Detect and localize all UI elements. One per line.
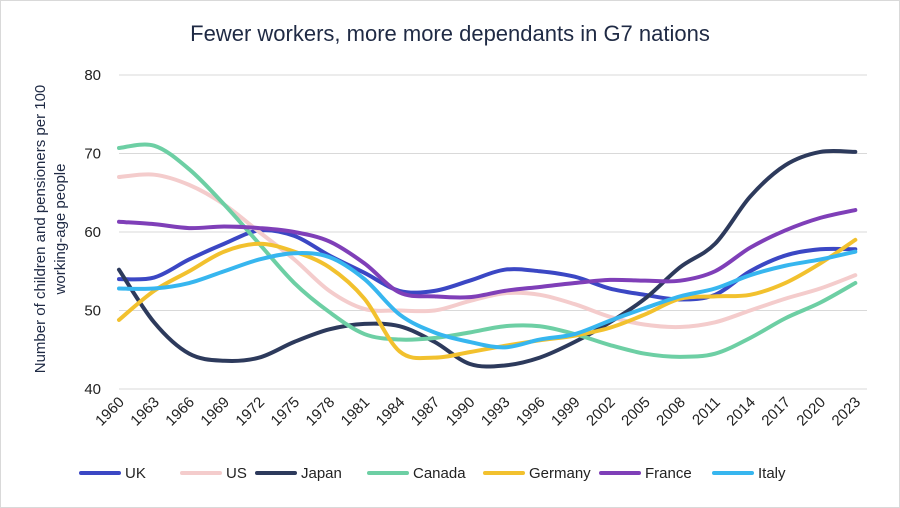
x-tick-label: 1990: [443, 394, 479, 430]
series-line-uk: [117, 228, 858, 302]
legend-label-canada: Canada: [413, 465, 466, 482]
legend-label-uk: UK: [125, 465, 146, 482]
x-tick-label: 1975: [268, 394, 304, 430]
x-tick-label: 1963: [127, 394, 163, 430]
x-tick-label: 1978: [303, 394, 339, 430]
legend-label-us: US: [226, 465, 247, 482]
gridlines: [119, 74, 867, 390]
x-tick-label: 2008: [653, 394, 689, 430]
legend: UK US Japan Canada Germany France Italy: [79, 465, 786, 482]
x-tick-label: 2017: [758, 394, 794, 430]
x-tick-label: 2014: [723, 394, 759, 430]
series-lines: [117, 142, 858, 369]
x-tick-label: 2023: [829, 394, 865, 430]
x-tick-label: 1999: [548, 394, 584, 430]
x-tick-label: 1987: [408, 394, 444, 430]
x-tick-label: 1981: [338, 394, 374, 430]
x-axis-ticks: 1960 1963 1966 1969 1972 1975 1978 1981 1984 1987…: [92, 394, 864, 430]
y-axis-ticks: 40 50 60 70 80: [84, 67, 101, 398]
x-tick-label: 1984: [373, 394, 409, 430]
series-line-canada: [117, 142, 858, 359]
series-line-france: [117, 208, 858, 300]
y-tick-label: 50: [84, 303, 101, 320]
legend-label-france: France: [645, 465, 692, 482]
legend-label-japan: Japan: [301, 465, 342, 482]
legend-label-italy: Italy: [758, 465, 786, 482]
series-line-italy: [117, 249, 858, 350]
chart-title: Fewer workers, more more dependants in G…: [190, 21, 710, 46]
series-line-germany: [117, 237, 858, 361]
y-axis-label-line: Number of children and pensioners per 10…: [32, 85, 49, 374]
series-line-us: [117, 172, 858, 330]
series-line-japan: [117, 148, 858, 369]
x-tick-label: 2020: [793, 394, 829, 430]
x-tick-label: 2002: [583, 394, 619, 430]
y-tick-label: 80: [84, 67, 101, 84]
x-tick-label: 2005: [618, 394, 654, 430]
x-tick-label: 1960: [92, 394, 128, 430]
x-tick-label: 1996: [513, 394, 549, 430]
y-tick-label: 40: [84, 381, 101, 398]
x-tick-label: 2011: [689, 394, 724, 429]
x-tick-label: 1972: [232, 394, 268, 430]
x-tick-label: 1993: [478, 394, 514, 430]
x-tick-label: 1966: [162, 394, 198, 430]
x-tick-label: 1969: [197, 394, 233, 430]
y-axis-label-line: working-age people: [52, 164, 69, 296]
y-tick-label: 70: [84, 146, 101, 163]
legend-label-germany: Germany: [529, 465, 591, 482]
y-tick-label: 60: [84, 224, 101, 241]
y-axis-label: Number of children and pensioners per 10…: [32, 85, 69, 374]
